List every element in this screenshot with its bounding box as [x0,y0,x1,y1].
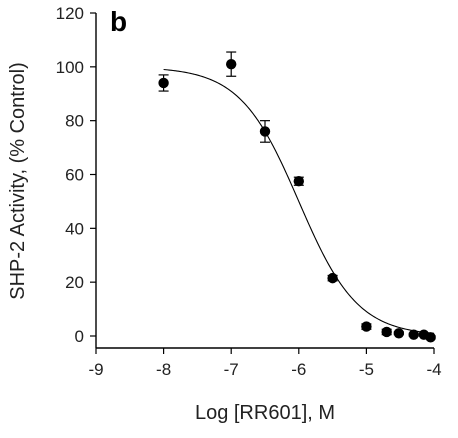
data-point [361,321,372,332]
data-point-group [408,329,419,340]
data-point-group [425,332,436,343]
data-point [259,126,271,137]
data-point-group [327,272,338,284]
y-tick-label: 20 [65,273,84,292]
data-point-group [381,326,392,338]
data-point [381,326,392,338]
fit-curve [163,68,435,334]
panel-label: b [110,6,127,37]
x-tick-label: -7 [224,360,239,379]
y-tick-label: 80 [65,112,84,131]
x-axis: -9 -8 -7 -6 -5 -4 [88,347,442,379]
data-point [293,176,304,187]
data-point-group [226,51,237,77]
x-tick-label: -6 [291,360,306,379]
x-tick-label: -5 [359,360,374,379]
data-point-group [158,74,169,92]
y-tick-label: 0 [75,327,84,346]
data-point-group [361,321,372,332]
y-tick-label: 100 [56,58,84,77]
y-tick-label: 60 [65,166,84,185]
y-axis-title: SHP-2 Activity, (% Control) [7,62,29,299]
data-point [393,328,405,339]
data-point [226,58,237,70]
x-tick-label: -4 [426,360,441,379]
data-point-group [393,328,405,339]
data-point [158,77,169,89]
data-point [327,272,338,284]
y-tick-label: 40 [65,219,84,238]
data-point [425,332,436,343]
y-tick-label: 120 [56,4,84,23]
data-points [158,51,436,343]
x-tick-label: -9 [88,360,103,379]
data-point-group [259,120,271,143]
y-axis: 0 20 40 60 80 100 120 [56,4,97,348]
data-point [408,329,419,340]
data-point-group [293,176,304,187]
x-tick-label: -8 [156,360,171,379]
x-axis-title: Log [RR601], M [195,402,335,424]
